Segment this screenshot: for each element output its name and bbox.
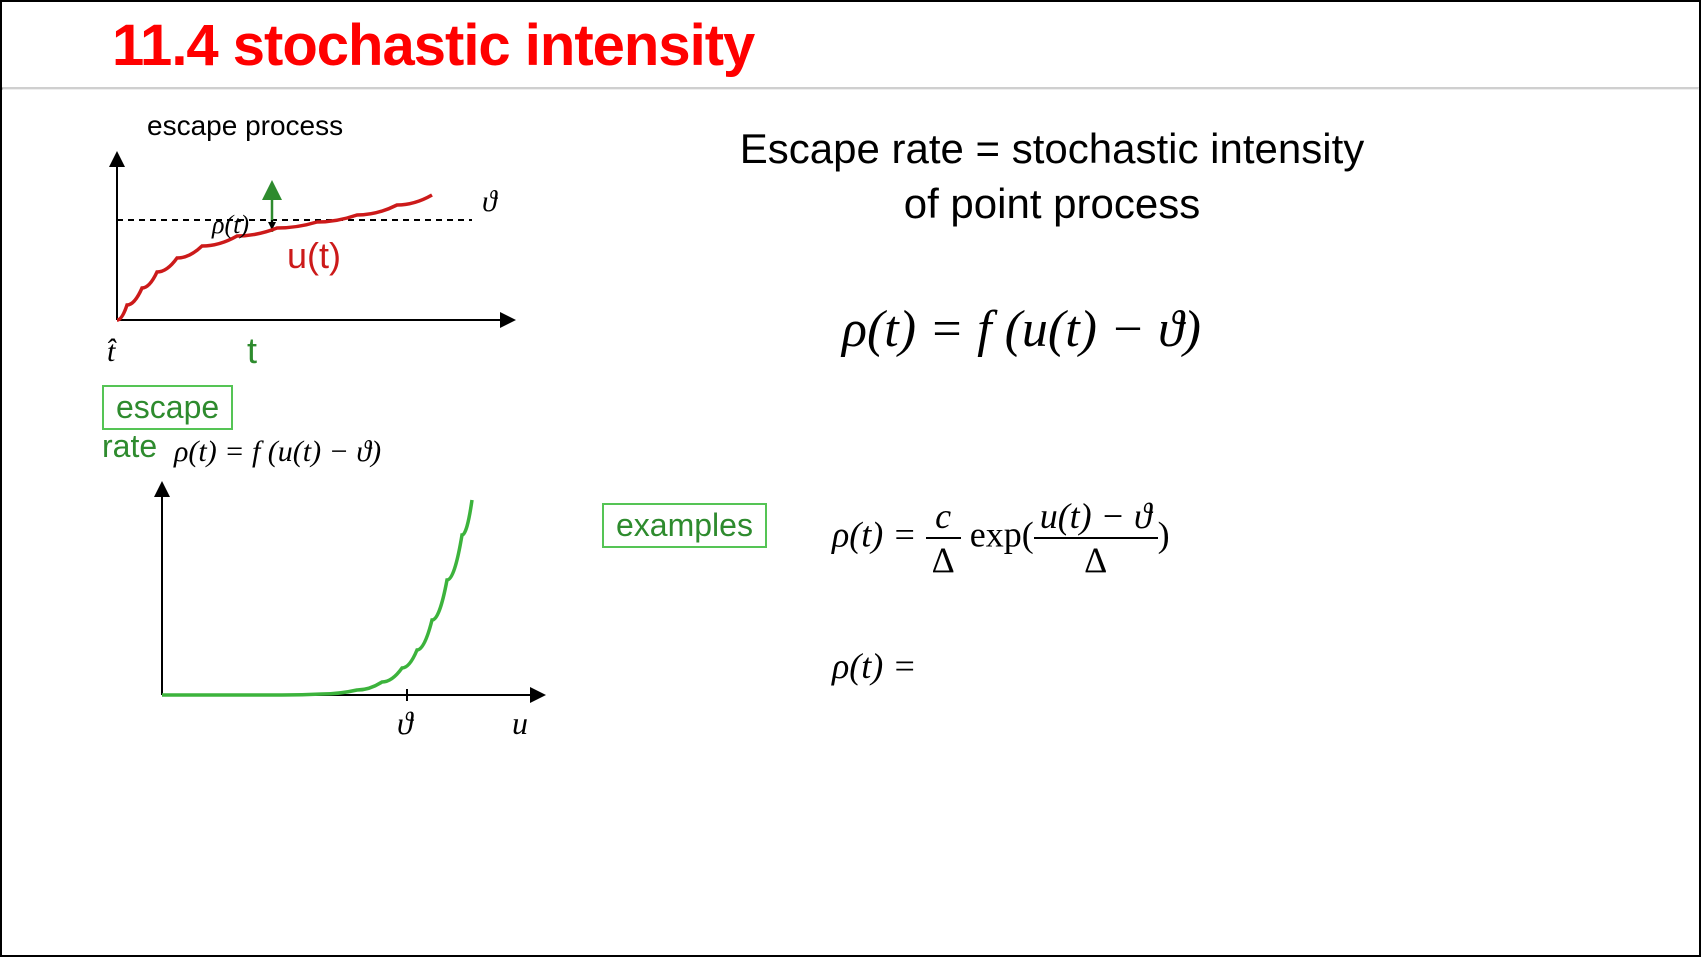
eq1-frac2-num: u(t) − ϑ <box>1034 495 1158 539</box>
eq1-frac1-num: c <box>926 495 961 539</box>
example-eq2: ρ(t) = <box>832 645 917 687</box>
chart1-title: escape process <box>147 110 343 142</box>
chart1-rho-label: ρ(t) <box>212 210 249 240</box>
eq1-frac2-den: Δ <box>1034 539 1158 581</box>
eq1-frac2: u(t) − ϑ Δ <box>1034 495 1158 581</box>
main-equation: ρ(t) = f (u(t) − ϑ) <box>842 300 1201 359</box>
right-heading: Escape rate = stochastic intensity of po… <box>612 122 1492 231</box>
eq1-mid: exp( <box>970 514 1034 554</box>
chart2-threshold-label: ϑ <box>397 705 413 742</box>
chart1-threshold-label: ϑ <box>482 185 497 219</box>
slide-title: 11.4 stochastic intensity <box>2 2 1699 87</box>
eq1-frac1: c Δ <box>926 495 961 581</box>
examples-box: examples <box>602 503 767 548</box>
eq1-suffix: ) <box>1158 514 1170 554</box>
slide-content: escape process ϑ ρ(t) u(t) t̂ t escape r… <box>2 90 1699 948</box>
escape-rate-box: escape <box>102 385 233 430</box>
chart1-curve-label: u(t) <box>287 235 341 277</box>
escape-rate-line2: rate <box>102 428 157 465</box>
chart1-x-label: t <box>247 330 257 372</box>
chart2-x-label: u <box>512 705 528 742</box>
chart2 <box>147 480 557 740</box>
right-heading-line1: Escape rate = stochastic intensity <box>740 125 1364 172</box>
chart1-t-hat: t̂ <box>107 335 115 369</box>
slide-container: 11.4 stochastic intensity escape process… <box>0 0 1701 957</box>
eq1-frac1-den: Δ <box>926 539 961 581</box>
escape-rate-formula: ρ(t) = f (u(t) − ϑ) <box>174 435 381 469</box>
right-heading-line2: of point process <box>904 180 1201 227</box>
example-eq1: ρ(t) = c Δ exp( u(t) − ϑ Δ ) <box>832 495 1170 581</box>
eq1-prefix: ρ(t) = <box>832 514 926 554</box>
